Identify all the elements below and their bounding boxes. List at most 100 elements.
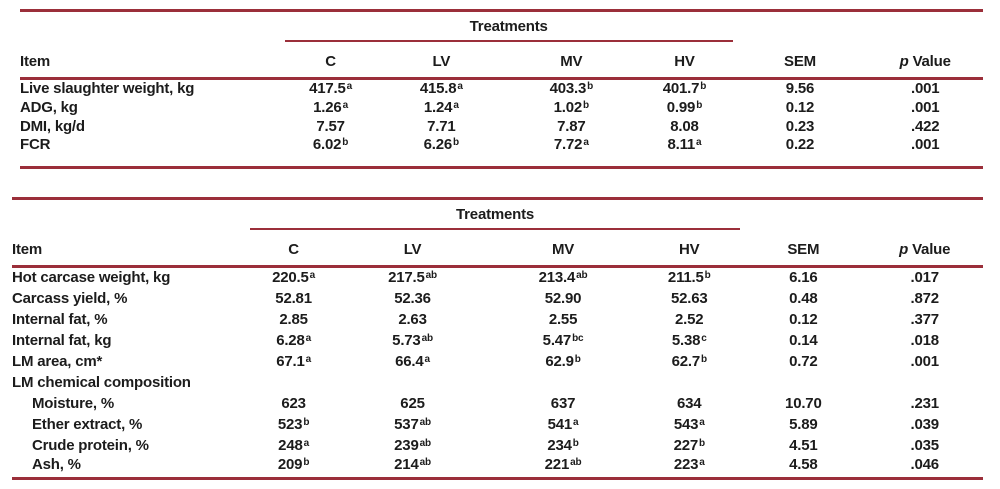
significance-superscript: a <box>573 416 579 428</box>
sem-cell: 0.23 <box>785 117 815 135</box>
significance-superscript: b <box>342 136 349 148</box>
column-header-p-value: p Value <box>866 229 983 268</box>
row-label-cell: Moisture, % <box>32 394 114 412</box>
column-header-c: C <box>284 41 377 80</box>
treatment-value-cell: 6.02b <box>312 135 349 153</box>
row-label-cell: Crude protein, % <box>32 436 149 454</box>
treatment-value-cell: 1.02b <box>553 98 590 116</box>
table-body: Hot carcase weight, kg 220.5a 217.5ab 213.4… <box>12 267 983 477</box>
treatment-value-cell: 7.87 <box>557 117 586 135</box>
p-value-cell: .001 <box>911 80 940 98</box>
row-label-cell: Ash, % <box>32 456 81 473</box>
treatment-value-cell: 67.1a <box>276 352 312 370</box>
significance-superscript: a <box>346 81 353 93</box>
treatment-value-cell: 213.4ab <box>538 269 588 287</box>
p-italic-label: p <box>899 53 909 70</box>
treatment-value-cell: 5.73ab <box>392 331 433 349</box>
p-value-cell: .046 <box>910 456 940 473</box>
significance-superscript: ab <box>419 457 431 468</box>
p-value-cell <box>866 372 983 393</box>
treatment-value-cell: 1.24a <box>423 98 459 116</box>
treatment-value-cell: 66.4a <box>395 352 430 370</box>
p-value-cell: .377 <box>910 310 940 328</box>
p-value-label: Value <box>912 241 951 258</box>
column-header-lv: LV <box>376 41 507 80</box>
row-label-cell: LM area, cm* <box>12 352 103 370</box>
row-label-cell: ADG, kg <box>20 98 78 116</box>
sem-cell: 5.89 <box>789 415 818 433</box>
sem-cell: 0.22 <box>785 135 815 153</box>
treatment-value-cell: 248a <box>278 436 310 454</box>
treatment-value-cell: 541a <box>547 415 579 433</box>
treatment-value-cell: 7.71 <box>427 117 456 135</box>
column-header-sem: SEM <box>732 41 868 80</box>
treatment-value-cell: 227b <box>673 436 706 454</box>
significance-superscript: a <box>699 457 705 468</box>
sem-cell: 0.12 <box>785 98 815 116</box>
treatment-value-cell: 62.9b <box>545 352 581 370</box>
p-value-cell: .001 <box>910 352 940 370</box>
sem-cell: 4.58 <box>789 456 818 473</box>
treatment-value-cell: 417.5a <box>309 80 353 98</box>
column-header-row: Item C LV MV HV SEM p Value <box>20 41 983 80</box>
p-value-cell: .231 <box>910 394 940 412</box>
table-row: LM chemical composition <box>12 372 983 393</box>
p-value-label: Value <box>912 53 951 70</box>
significance-superscript: b <box>700 81 707 93</box>
significance-superscript: b <box>587 81 594 93</box>
table-body: Live slaughter weight, kg 417.5a 415.8a 403… <box>20 79 983 166</box>
sem-cell: 0.14 <box>789 331 818 349</box>
column-header-item: Item <box>20 41 285 80</box>
significance-superscript: a <box>305 332 312 344</box>
column-header-hv: HV <box>636 41 733 80</box>
row-label-cell: DMI, kg/d <box>20 117 85 135</box>
p-value-cell: .017 <box>910 269 940 287</box>
treatment-value-cell: 7.72a <box>553 135 589 153</box>
table-row: Moisture, % 623 625 637 634 10.70 .231 <box>12 393 983 414</box>
significance-superscript: ab <box>419 437 431 449</box>
column-header-mv: MV <box>506 41 637 80</box>
sem-cell: 4.51 <box>789 436 818 454</box>
significance-superscript: b <box>696 99 703 111</box>
spacer-cell <box>12 200 250 229</box>
treatment-value-cell: 537ab <box>394 415 431 433</box>
row-label-cell: FCR <box>20 135 51 153</box>
treatment-value-cell: 221ab <box>544 456 582 473</box>
p-value-cell: .018 <box>910 331 940 349</box>
significance-superscript: a <box>309 270 316 282</box>
column-header-c: C <box>249 229 338 268</box>
column-header-lv: LV <box>337 229 488 268</box>
table-row: Internal fat, % 2.85 2.63 2.55 2.52 0.12 .377 <box>12 309 983 330</box>
treatment-value-cell: 623 <box>281 394 306 412</box>
significance-superscript: a <box>305 353 312 365</box>
row-label-cell: Internal fat, % <box>12 310 108 328</box>
growth-performance-table: Treatments Item C LV MV HV SEM p Value L… <box>20 12 983 166</box>
column-header-mv: MV <box>487 229 639 268</box>
column-header-hv: HV <box>638 229 741 268</box>
treatment-value-cell: 211.5b <box>667 269 711 287</box>
sem-cell: 10.70 <box>785 394 822 412</box>
treatment-value-cell: 6.28a <box>276 331 312 349</box>
p-value-cell: .001 <box>911 98 940 116</box>
table-row: Internal fat, kg 6.28a 5.73ab 5.47bc 5.38c 0.… <box>12 330 983 351</box>
row-label-cell: Ether extract, % <box>32 415 143 433</box>
column-header-sem: SEM <box>740 229 867 268</box>
table-carcass-composition: Treatments Item C LV MV HV SEM p Value H… <box>12 197 983 480</box>
empty-cell <box>337 372 488 393</box>
significance-superscript: a <box>453 99 459 111</box>
significance-superscript: b <box>574 353 581 365</box>
table-row: Ether extract, % 523b 537ab 541a 543a 5.89 .03… <box>12 414 983 435</box>
significance-superscript: b <box>572 437 579 449</box>
significance-superscript: ab <box>425 270 437 282</box>
sem-cell <box>740 372 866 393</box>
treatment-value-cell: 8.08 <box>670 117 699 135</box>
treatment-value-cell: 415.8a <box>419 80 463 98</box>
significance-superscript: a <box>303 437 310 449</box>
treatment-value-cell: 62.7b <box>671 352 708 370</box>
empty-cell <box>488 372 639 393</box>
sem-cell: 6.16 <box>789 269 818 287</box>
p-italic-label: p <box>899 241 909 258</box>
treatment-value-cell: 52.36 <box>394 289 431 307</box>
significance-superscript: ab <box>570 457 582 468</box>
significance-superscript: a <box>457 81 463 93</box>
